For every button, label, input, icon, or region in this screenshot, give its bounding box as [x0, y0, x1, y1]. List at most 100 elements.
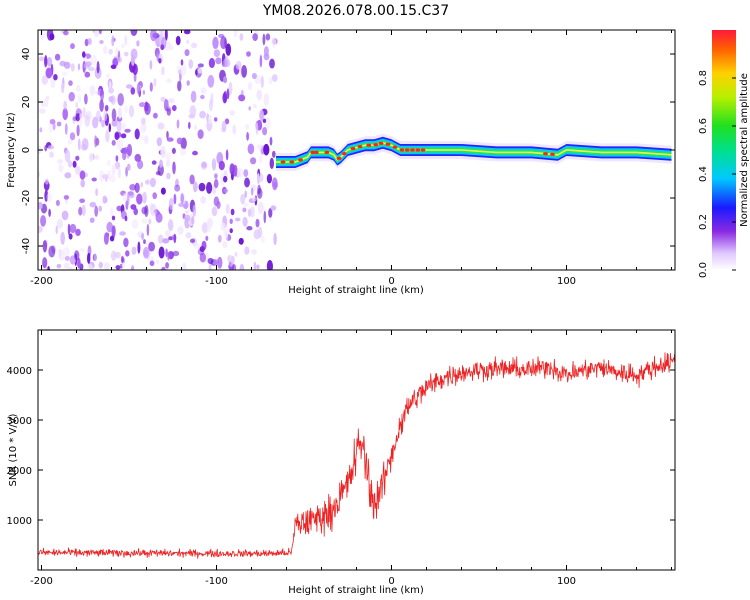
snr-ytick-label: 2000: [7, 466, 32, 477]
noise-blob: [263, 46, 269, 57]
noise-blob: [76, 124, 80, 137]
noise-blob: [111, 119, 118, 127]
noise-blob: [90, 54, 97, 65]
noise-blob: [213, 49, 221, 58]
noise-blob: [164, 152, 172, 160]
ridge-peak: [336, 156, 342, 160]
noise-blob: [44, 55, 48, 68]
noise-blob: [125, 166, 128, 177]
noise-blob: [208, 262, 212, 270]
noise-blob: [155, 171, 161, 176]
noise-blob: [206, 182, 213, 194]
noise-blob: [52, 122, 56, 131]
snr-ticks: -200 -100 0 100 1000 2000 3000 4000: [7, 330, 675, 587]
noise-blob: [120, 123, 126, 130]
noise-blob: [62, 108, 68, 120]
noise-blob: [255, 218, 260, 228]
noise-blob: [75, 101, 79, 109]
noise-blob: [212, 36, 219, 50]
noise-blob: [58, 164, 64, 173]
noise-blob: [144, 101, 149, 112]
noise-blob: [125, 84, 133, 89]
noise-blob: [48, 208, 51, 217]
noise-blob: [63, 195, 70, 200]
noise-blob: [179, 63, 187, 77]
noise-blob: [271, 177, 278, 191]
noise-blob: [168, 219, 174, 232]
noise-blob: [102, 45, 108, 55]
noise-blob: [61, 82, 65, 94]
noise-blob: [93, 253, 97, 262]
noise-blob: [157, 234, 164, 244]
noise-blob: [149, 60, 153, 70]
noise-blob: [63, 30, 69, 36]
noise-blob: [211, 158, 217, 171]
noise-blob: [166, 172, 171, 180]
ridge-peak: [392, 145, 398, 149]
noise-blob: [89, 201, 97, 208]
noise-blob: [149, 82, 153, 92]
noise-blob: [166, 108, 171, 116]
noise-blob: [44, 145, 48, 152]
noise-blob: [64, 123, 68, 135]
noise-blob: [47, 266, 50, 270]
noise-blob: [172, 105, 177, 112]
noise-blob: [64, 255, 70, 261]
noise-blob: [166, 137, 174, 142]
noise-blob: [94, 135, 98, 148]
noise-blob: [111, 35, 115, 47]
noise-blob: [149, 260, 155, 267]
noise-blob: [70, 43, 75, 50]
noise-blob: [129, 184, 137, 191]
noise-blob: [104, 104, 109, 112]
snr-xtick-label: 100: [557, 576, 576, 587]
spectrogram-ytick-label: -40: [21, 238, 32, 254]
noise-blob: [216, 201, 221, 209]
noise-blob: [268, 217, 273, 222]
noise-blob: [108, 123, 112, 133]
noise-blob: [231, 264, 237, 270]
noise-blob: [111, 164, 116, 175]
noise-blob: [99, 40, 104, 44]
noise-blob: [177, 226, 184, 235]
noise-blob: [79, 247, 85, 252]
noise-blob: [244, 246, 250, 255]
noise-blob: [39, 127, 43, 133]
noise-blob: [271, 74, 278, 82]
noise-blob: [161, 66, 165, 76]
noise-blob: [235, 60, 242, 70]
noise-blob: [201, 240, 207, 251]
noise-blob: [155, 259, 160, 264]
noise-blob: [259, 54, 263, 68]
noise-blob: [253, 103, 257, 109]
colorbar-tick-label: 0.0: [698, 262, 709, 278]
noise-blob: [106, 221, 113, 233]
noise-blob: [159, 159, 163, 168]
figure-title: YM08.2026.078.00.15.C37: [262, 3, 449, 19]
noise-blob: [163, 99, 169, 112]
noise-blob: [45, 178, 49, 185]
noise-blob: [189, 105, 197, 117]
noise-blob: [243, 169, 249, 178]
noise-blob: [229, 163, 235, 175]
noise-blob: [89, 217, 95, 223]
noise-blob: [177, 69, 181, 75]
noise-blob: [136, 40, 140, 47]
noise-blob: [68, 80, 73, 86]
noise-blob: [152, 192, 157, 200]
spectrogram-xtick-label: 0: [388, 276, 394, 287]
noise-blob: [269, 136, 273, 146]
noise-blob: [158, 58, 162, 64]
noise-blob: [171, 147, 176, 154]
noise-blob: [247, 208, 252, 217]
noise-blob: [149, 177, 156, 188]
snr-xtick-label: -100: [205, 576, 228, 587]
noise-blob: [224, 55, 229, 68]
noise-blob: [60, 231, 65, 245]
noise-blob: [192, 150, 198, 156]
noise-blob: [84, 114, 90, 127]
noise-blob: [63, 262, 70, 270]
noise-blob: [167, 98, 175, 104]
noise-blob: [40, 215, 47, 227]
noise-blob: [137, 159, 144, 170]
